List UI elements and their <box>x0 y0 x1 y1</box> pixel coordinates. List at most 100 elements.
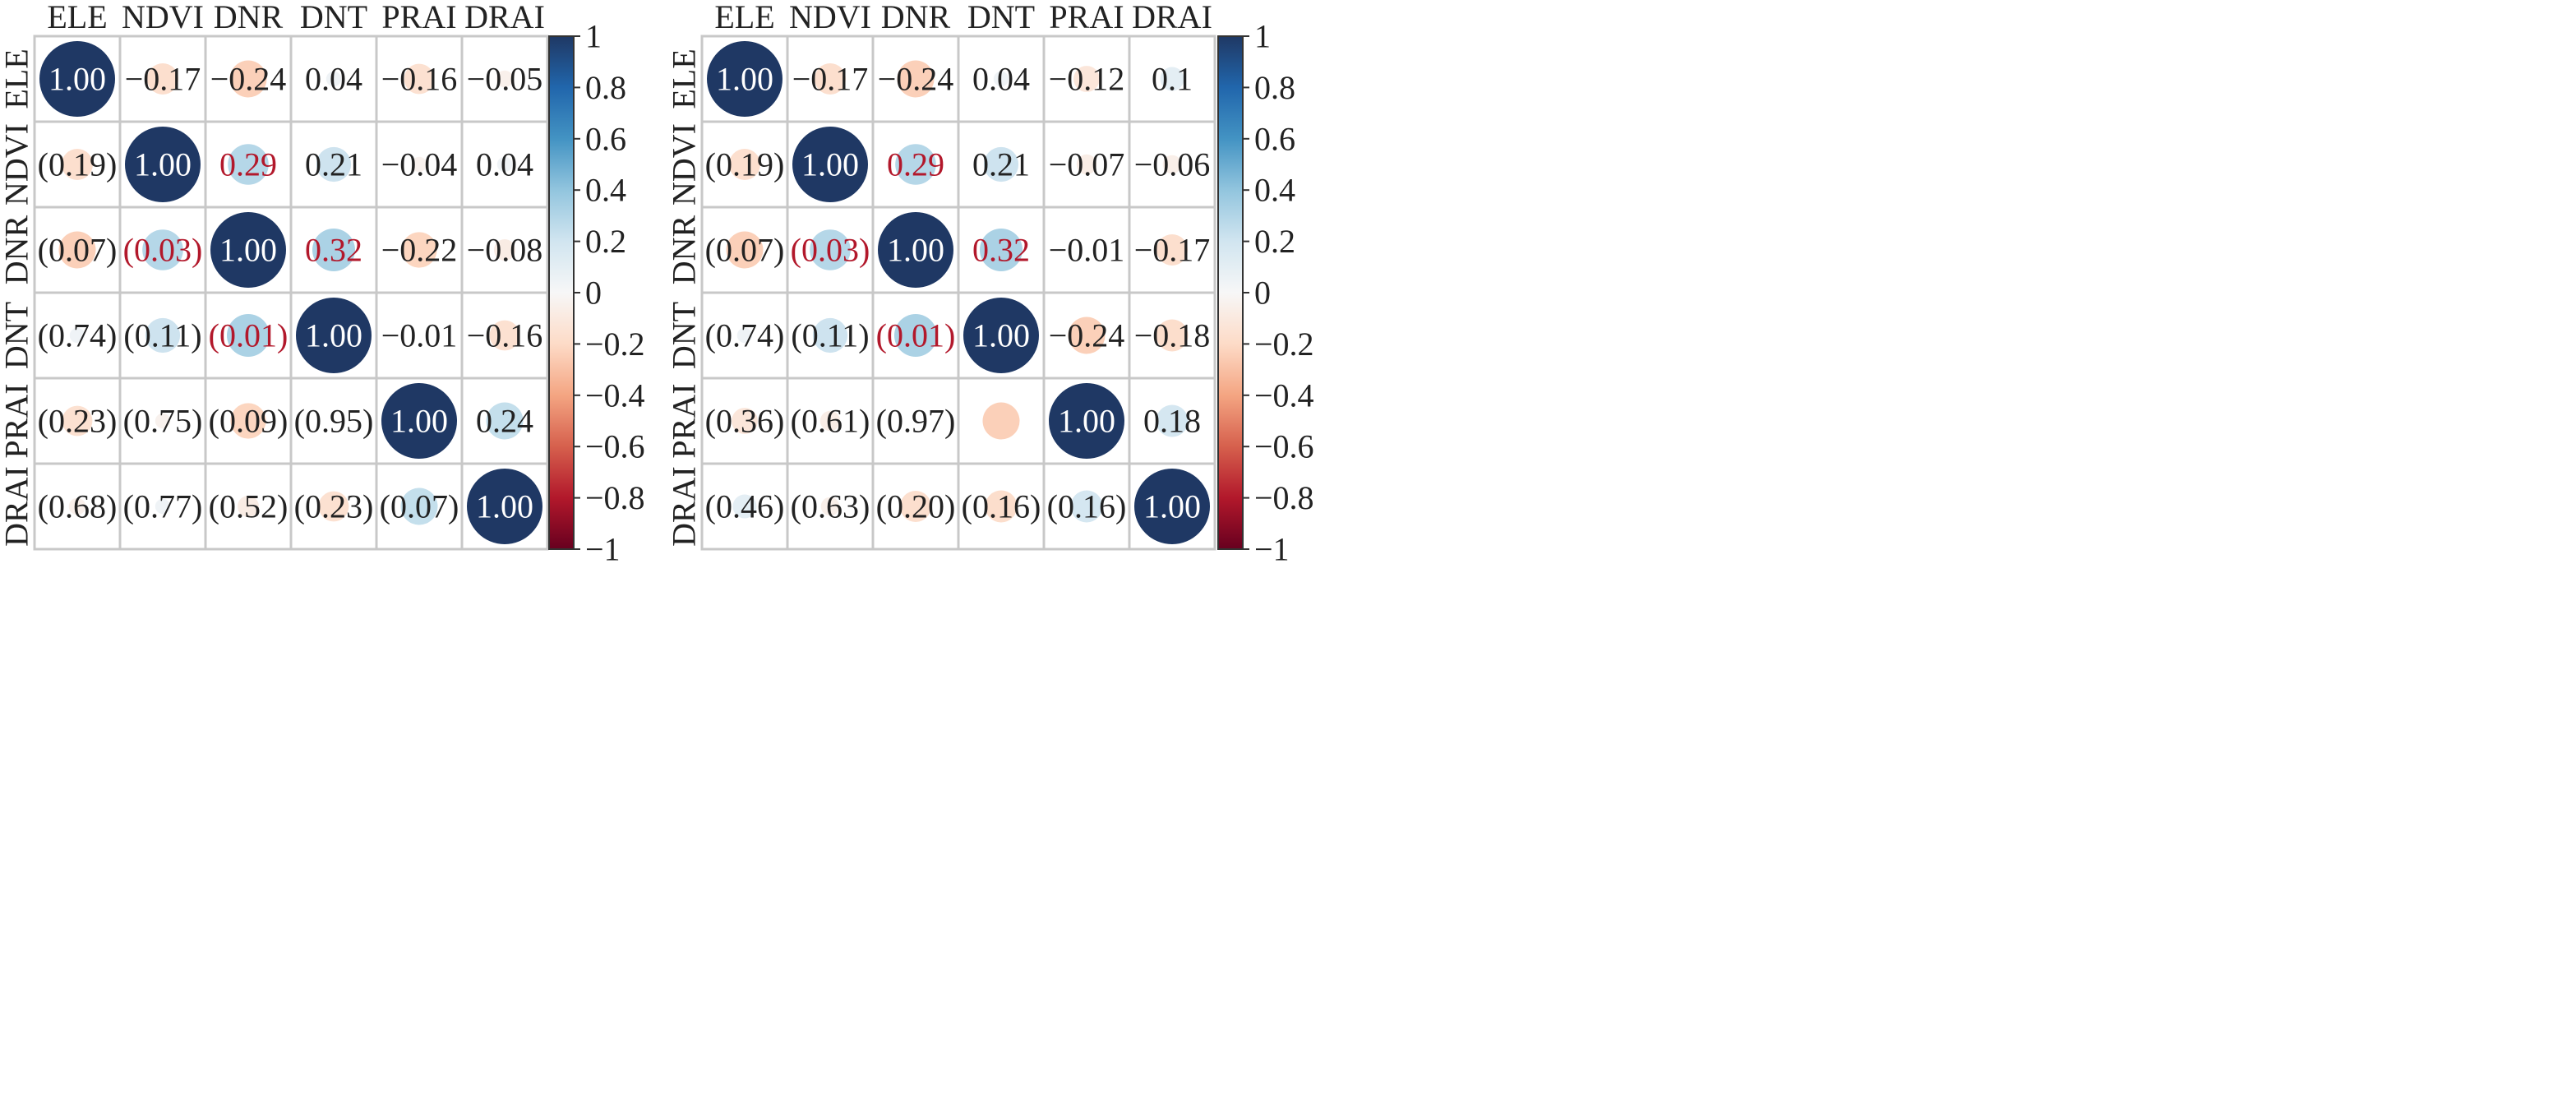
panel-1-cell-value: −0.01 <box>381 317 458 354</box>
panel-2-corr-circle <box>815 63 846 95</box>
panel-1-corr-circle <box>39 41 115 117</box>
panel-2-corr-circle <box>1134 469 1210 544</box>
panel-1-corr-circle <box>62 149 93 180</box>
panel-2-cell-value: 1.00 <box>1143 488 1201 525</box>
panel-1-corr-circle <box>316 146 352 183</box>
panel-1-cell-value: 0.04 <box>305 61 362 98</box>
panel-1-cell-value: (0.68) <box>38 488 118 525</box>
panel-2-cell-value: (0.20) <box>876 488 956 525</box>
panel-1-cell-value: −0.16 <box>467 317 543 354</box>
panel-1-corr-circle <box>229 60 267 98</box>
panel-1-corr-circle <box>496 156 513 173</box>
panel-2-corr-circle <box>900 491 931 522</box>
panel-1-corr-circle <box>489 320 520 351</box>
panel-2-corr-circle <box>985 490 1018 523</box>
panel-2-corr-circle <box>1156 319 1189 352</box>
panel-1-cell-value: (0.09) <box>209 403 289 440</box>
panel-2-corr-circle <box>736 327 753 344</box>
panel-2-corr-circle <box>993 71 1009 87</box>
panel-1-cell-value: (0.74) <box>38 317 118 354</box>
panel-1-corr-circle <box>230 403 266 439</box>
panel-1-corr-circle <box>155 413 171 429</box>
panel-1-corr-circle <box>494 239 515 261</box>
panel-2-colorbar-tick-label: 0 <box>1254 275 1271 312</box>
panel-2-colorbar-tick-label: −1 <box>1254 531 1290 568</box>
panel-1-colorbar-tick-label: 0.2 <box>585 223 626 260</box>
panel-1-row-label: DNT <box>0 302 35 369</box>
panel-2-col-label: PRAI <box>1049 0 1124 35</box>
panel-1-cell-value: 0.32 <box>305 232 362 269</box>
panel-1-colorbar-tick-label: 0.6 <box>585 120 626 157</box>
panel-2-colorbar-tick-label: −0.6 <box>1254 428 1314 465</box>
panel-1-cell-value: 1.00 <box>48 61 106 98</box>
panel-1-colorbar-tick-label: −0.2 <box>585 326 645 363</box>
panel-2-cell-value: (0.19) <box>705 146 785 183</box>
panel-1-row-label: NDVI <box>0 123 35 206</box>
panel-1-col-label: ELE <box>47 0 107 35</box>
panel-2-corr-circle <box>895 144 936 185</box>
panel-2-cell-value: 0.18 <box>1143 403 1201 440</box>
panel-2-corr-circle <box>983 146 1019 183</box>
panel-1-corr-circle <box>145 317 181 353</box>
panel-1-cell-value: (0.95) <box>294 403 374 440</box>
panel-2-colorbar-tick-label: 0.6 <box>1254 120 1295 157</box>
panel-2-colorbar <box>1217 35 1244 550</box>
panel-1-colorbar <box>548 35 575 550</box>
panel-2-row-label: DNR <box>666 215 703 284</box>
panel-1-corr-circle <box>147 63 178 95</box>
panel-2-cell-value: (0.61) <box>791 403 870 440</box>
panel-1-cell-value: (0.11) <box>123 317 201 354</box>
panel-2-cell-value: (0.16) <box>1047 488 1127 525</box>
panel-1-cell-value: −0.08 <box>467 232 543 269</box>
panel-1-cell-value: (0.52) <box>209 488 289 525</box>
panel-2-corr-circle <box>792 127 868 202</box>
panel-2-colorbar-tick-label: 0.4 <box>1254 172 1295 209</box>
panel-1-cell-value: (0.19) <box>38 146 118 183</box>
panel-1-colorbar-tick-label: −1 <box>585 531 621 568</box>
panel-2-cell-value: (0.36) <box>705 403 785 440</box>
panel-1-cell-value: 1.00 <box>219 232 277 269</box>
panel-1-cell-value: 1.00 <box>390 403 448 440</box>
panel-2-corr-circle <box>894 314 937 357</box>
panel-1-col-label: DNR <box>214 0 284 35</box>
panel-1-corr-circle <box>411 156 427 173</box>
panel-2-cell-value: 0.32 <box>972 232 1030 269</box>
panel-1-cell-value: −0.22 <box>381 232 458 269</box>
panel-2-corr-circle <box>878 212 953 288</box>
panel-1-col-label: DNT <box>300 0 367 35</box>
panel-1-corr-circle <box>62 405 93 437</box>
panel-2-colorbar-tick-label: −0.2 <box>1254 326 1314 363</box>
panel-2-corr-circle <box>726 231 764 269</box>
panel-1-corr-circle <box>210 212 286 288</box>
panel-1-cell-value: −0.05 <box>467 61 543 98</box>
panel-2-corr-circle <box>1070 490 1103 523</box>
panel-1-corr-circle <box>400 487 438 525</box>
panel-2-corr-circle <box>729 149 760 180</box>
panel-2-colorbar-tick-label: −0.8 <box>1254 479 1314 516</box>
panel-1-cell-value: 1.00 <box>134 146 192 183</box>
panel-2-cell-value: 1.00 <box>887 232 944 269</box>
panel-1-corr-circle <box>155 498 171 515</box>
panel-1-col-label: NDVI <box>122 0 204 35</box>
panel-2-cell-value: −0.17 <box>792 61 869 98</box>
panel-1-corr-circle <box>228 144 269 185</box>
panel-2-corr-circle <box>1160 67 1184 91</box>
panel-2-cell-value: (0.07) <box>705 232 785 269</box>
panel-1-corr-circle <box>142 229 183 270</box>
panel-2-cell-value: 1.00 <box>716 61 773 98</box>
panel-2-row-label: ELE <box>666 49 703 109</box>
panel-1-corr-circle <box>69 327 85 344</box>
panel-2-col-label: ELE <box>714 0 774 35</box>
panel-1-cell-value: −0.16 <box>381 61 458 98</box>
panel-1-cell-value: 0.24 <box>476 403 533 440</box>
panel-2-cell-value: (0.63) <box>791 488 870 525</box>
panel-2-cell-value: −0.07 <box>1049 146 1125 183</box>
panel-2-cell-value: 0.29 <box>887 146 944 183</box>
panel-1-corr-circle <box>401 232 437 268</box>
panel-2-cell-value: −0.06 <box>1134 146 1211 183</box>
panel-2-col-label: NDVI <box>789 0 871 35</box>
panel-2-cell-value: 1.00 <box>801 146 859 183</box>
panel-1-corr-circle <box>125 127 201 202</box>
panel-2-row-label: NDVI <box>666 123 703 206</box>
panel-1-row-label: ELE <box>0 49 35 109</box>
